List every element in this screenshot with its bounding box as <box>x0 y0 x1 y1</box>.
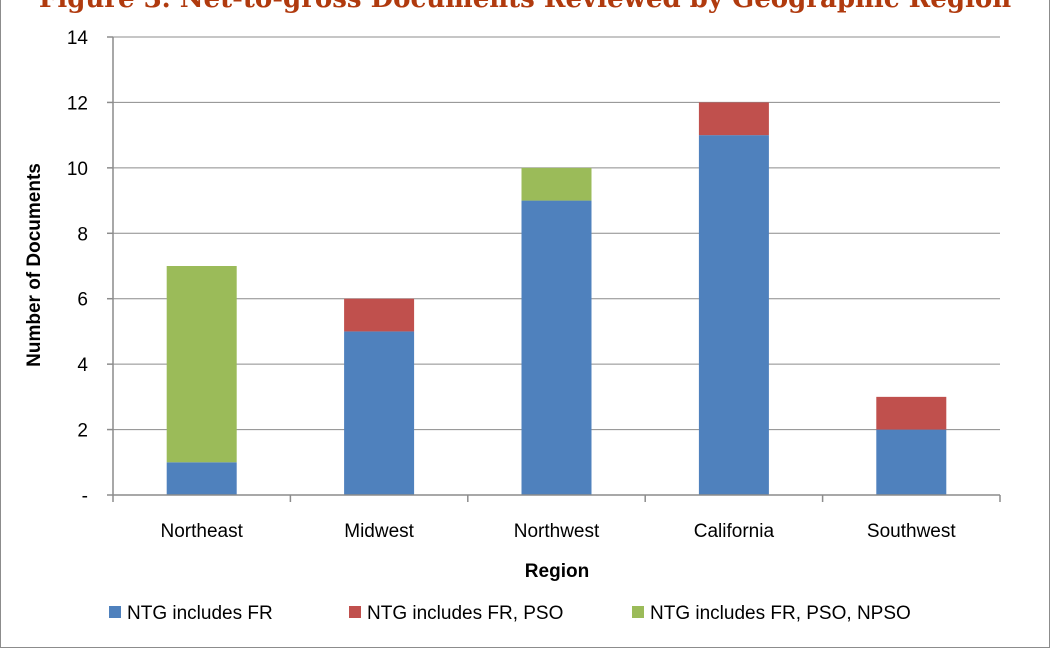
y-tick-label: 12 <box>67 93 88 114</box>
y-tick-label: 6 <box>77 290 88 311</box>
bar-segment <box>521 167 592 201</box>
x-tick-label: California <box>694 521 775 542</box>
y-tick-labels: - 2 4 6 8 10 12 14 <box>67 28 89 507</box>
bars <box>166 102 947 496</box>
y-tick-label: 2 <box>77 421 88 442</box>
x-tick-label: Northeast <box>161 521 244 542</box>
bar-segment <box>344 331 415 495</box>
bar-segment <box>166 266 237 463</box>
bar-segment <box>166 462 237 495</box>
x-tick-labels: Northeast Midwest Northwest California South… <box>161 521 957 542</box>
y-axis-label: Number of Documents <box>24 163 45 367</box>
bar-segment <box>876 429 947 495</box>
y-tick-label: 10 <box>67 159 88 180</box>
bar-segment <box>698 102 769 136</box>
x-tick-label: Northwest <box>514 521 600 542</box>
legend-swatch <box>632 606 644 618</box>
legend-swatch <box>349 606 361 618</box>
bar-segment <box>344 298 415 332</box>
axes <box>107 36 1001 502</box>
x-tick-label: Midwest <box>344 521 414 542</box>
bar-segment <box>521 200 592 496</box>
bar-segment <box>698 135 769 495</box>
legend-swatch <box>109 606 121 618</box>
legend-label: NTG includes FR <box>127 603 273 624</box>
y-tick-label: 4 <box>77 355 88 376</box>
chart-title: Figure 3. Net-to-gross Documents Reviewe… <box>1 0 1049 14</box>
x-tick-label: Southwest <box>867 521 956 542</box>
legend-label: NTG includes FR, PSO, NPSO <box>650 603 911 624</box>
y-tick-label: 14 <box>67 28 89 49</box>
legend-label: NTG includes FR, PSO <box>367 603 563 624</box>
bar-segment <box>876 396 947 430</box>
y-tick-label: 8 <box>77 224 88 245</box>
legend: NTG includes FR NTG includes FR, PSO NTG i… <box>109 603 911 624</box>
x-axis-label: Region <box>525 561 589 582</box>
y-tick-label: - <box>82 486 88 507</box>
